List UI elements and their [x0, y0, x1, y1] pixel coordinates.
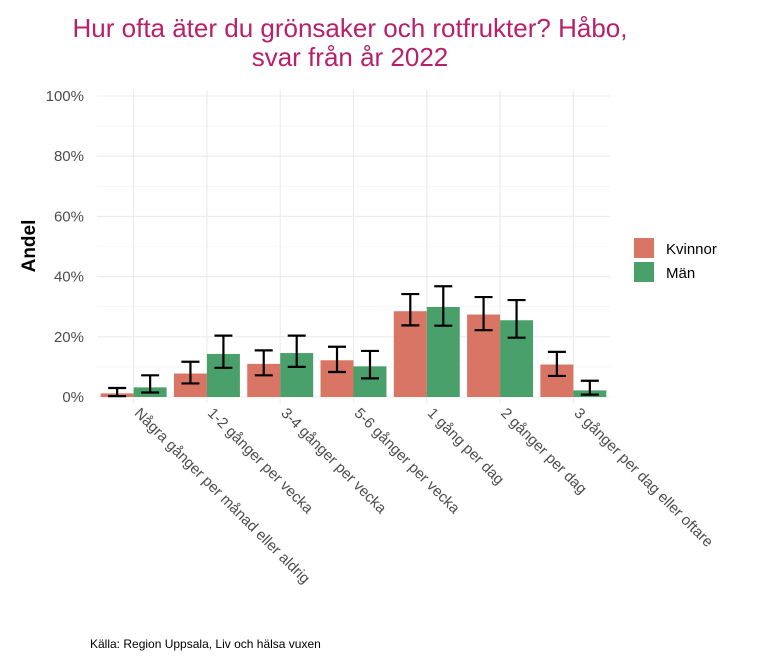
bars [100, 307, 607, 397]
chart-title: Hur ofta äter du grönsaker och rotfrukte… [0, 14, 700, 72]
legend-label-m-n: Män [666, 265, 695, 282]
error-bars [108, 285, 599, 398]
legend-swatch-kvinnor [634, 238, 654, 258]
chart-title-line-1: Hur ofta äter du grönsaker och rotfrukte… [72, 13, 628, 43]
y-axis-label: Andel [19, 220, 40, 273]
legend: Kvinnor Män [634, 238, 717, 282]
chart-title-line-2: svar från år 2022 [251, 42, 449, 72]
legend-swatch-m-n [634, 262, 654, 282]
x-tick-label: 1 gång per dag [424, 405, 507, 488]
bar-kvinnor [173, 373, 207, 397]
y-tick-label: 100% [46, 88, 84, 105]
axis-labels: 0%20%40%60%80%100%Några gånger per månad… [46, 88, 717, 587]
y-tick-label: 60% [54, 208, 84, 225]
y-tick-label: 20% [54, 329, 84, 346]
source-note: Källa: Region Uppsala, Liv och hälsa vux… [90, 637, 321, 651]
x-tick-label: 3 gånger per dag eller oftare [571, 405, 717, 551]
y-tick-label: 80% [54, 148, 84, 165]
y-tick-label: 0% [62, 389, 84, 406]
y-tick-label: 40% [54, 269, 84, 286]
legend-label-kvinnor: Kvinnor [666, 241, 717, 258]
